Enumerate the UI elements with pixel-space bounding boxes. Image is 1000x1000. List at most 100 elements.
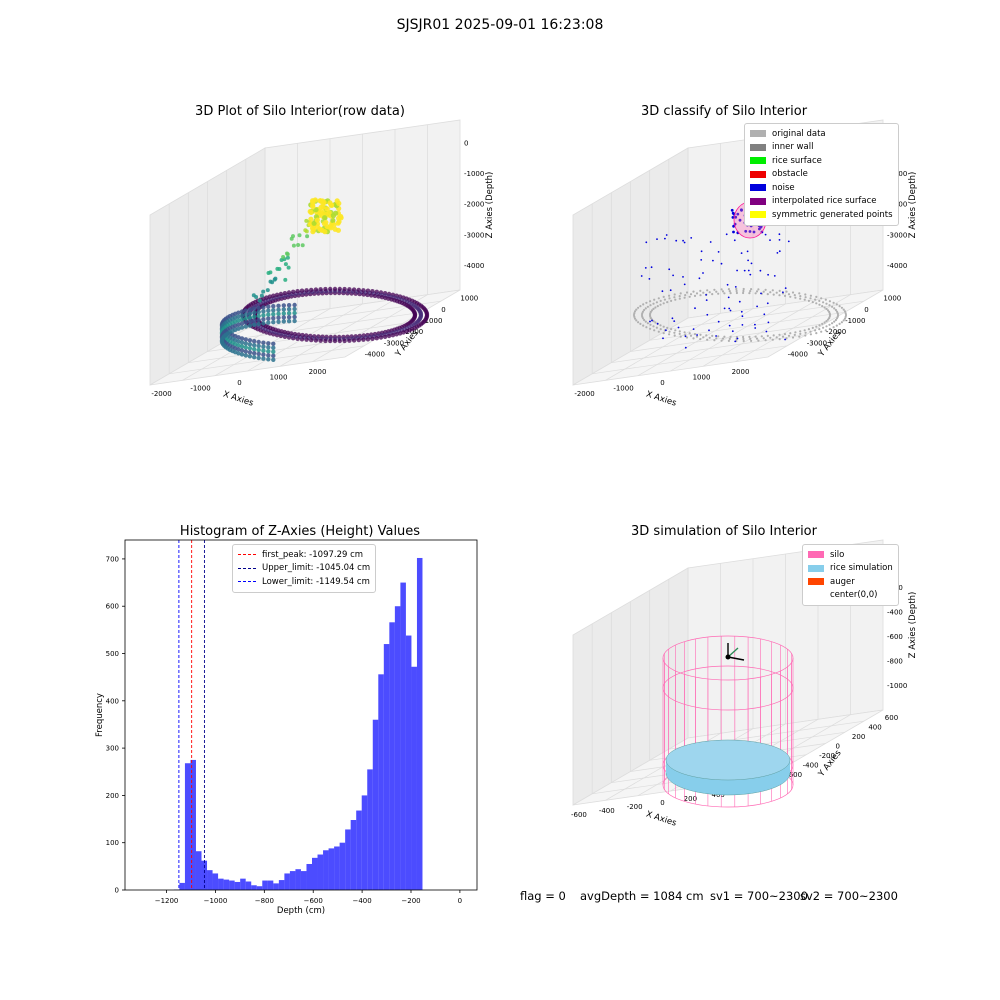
p1-data-point (328, 338, 333, 344)
p2-original-point (642, 324, 645, 327)
p2-original-point (824, 329, 827, 332)
p2-noise-point (700, 259, 703, 261)
p1-x-tick-label: 0 (237, 379, 241, 387)
p1-data-point (259, 293, 264, 298)
p1-data-point (247, 338, 253, 343)
p1-data-point (319, 227, 325, 233)
p2-noise-point (700, 250, 703, 253)
p1-data-point (356, 337, 361, 343)
p2-original-point (762, 290, 765, 293)
histogram-bar (251, 885, 257, 890)
p2-original-point (787, 334, 791, 337)
p2-original-point (809, 333, 813, 336)
p2-original-point (809, 294, 813, 297)
p2-original-point (818, 303, 821, 306)
p2-original-point (678, 330, 681, 333)
p1-data-point (243, 320, 248, 325)
p2-original-point (818, 328, 821, 331)
p2-noise-point (696, 334, 698, 336)
histogram-y-tick-label: 300 (106, 745, 119, 753)
histogram-bar (300, 871, 307, 890)
histogram-frame (124, 539, 478, 891)
p2-noise-point (683, 283, 686, 286)
p1-data-point (305, 234, 310, 239)
p2-original-point (659, 303, 662, 306)
p1-z-tick-label: 0 (464, 140, 468, 148)
p2-original-point (702, 291, 705, 294)
p2-original-point (755, 337, 759, 340)
p2-original-point (728, 290, 731, 293)
p2-original-point (706, 338, 709, 341)
legend-label: noise (772, 182, 795, 193)
p1-data-point (331, 222, 337, 228)
p2-original-point (821, 305, 824, 308)
p2-original-point (723, 335, 726, 338)
p4-z-tick-label: -400 (887, 608, 903, 616)
p1-data-point (252, 306, 257, 311)
p2-original-point (695, 335, 699, 338)
p2-original-point (652, 302, 655, 305)
p2-original-point (666, 326, 669, 329)
p2-noise-point (662, 337, 664, 340)
histogram-bar (190, 759, 196, 890)
p1-data-point (261, 348, 266, 353)
p1-z-tick-label: -4000 (464, 262, 484, 270)
histogram-bar (195, 851, 202, 890)
p2-original-point (794, 296, 797, 299)
p1-data-point (276, 307, 281, 312)
p1-data-point (276, 319, 281, 324)
panel2-legend: original data inner wall rice surface obsta… (744, 123, 899, 226)
p2-original-point (702, 336, 705, 339)
p1-data-point (271, 316, 276, 321)
p1-data-point (266, 341, 271, 346)
p1-data-point (243, 353, 248, 358)
p2-noise-point (738, 300, 741, 303)
p2-original-point (775, 336, 778, 339)
p2-original-point (826, 318, 830, 321)
p2-original-point (809, 330, 812, 333)
p2-original-point (646, 305, 650, 308)
p2-original-point (804, 293, 807, 296)
p2-original-point (692, 337, 695, 340)
histogram-bar (218, 878, 224, 890)
p2-original-point (706, 289, 709, 292)
p2-original-point (823, 306, 826, 309)
p1-data-point (252, 351, 257, 356)
p4-x-tick-label: -600 (571, 811, 587, 819)
p2-x-tick-label: 1000 (693, 373, 711, 381)
legend-item: noise (750, 181, 893, 195)
histogram-bar (207, 870, 213, 890)
p2-original-point (799, 297, 802, 300)
legend-line-swatch (238, 554, 256, 556)
p2-original-point (656, 305, 659, 308)
p2-original-point (778, 289, 781, 292)
p2-original-point (828, 327, 832, 330)
legend-label: interpolated rice surface (772, 196, 877, 207)
p2-original-point (778, 294, 781, 297)
p1-data-point (243, 345, 248, 350)
p2-y-tick-label: 0 (864, 306, 868, 314)
p2-original-point (821, 322, 824, 325)
p2-original-point (750, 339, 753, 342)
p2-original-point (775, 291, 778, 294)
p2-original-point (823, 321, 826, 324)
p2-original-point (654, 321, 657, 324)
p2-original-point (831, 322, 834, 325)
p2-original-point (815, 295, 818, 298)
legend-label: rice surface (772, 155, 822, 166)
p1-data-point (311, 220, 317, 226)
p1-data-point (239, 352, 245, 357)
p1-data-point (239, 348, 245, 353)
p2-original-point (735, 289, 738, 293)
p2-noise-point (705, 294, 707, 296)
histogram-legend-item: first_peak: -1097.29 cm (238, 548, 370, 562)
p2-original-point (657, 297, 660, 300)
p2-original-point (659, 299, 662, 302)
p1-data-point (247, 354, 253, 359)
p2-original-point (728, 337, 731, 340)
p2-noise-point (748, 230, 752, 233)
histogram-bar (179, 882, 185, 890)
p1-data-point (291, 243, 296, 248)
p2-noise-point (784, 338, 786, 341)
p1-data-point (256, 343, 261, 349)
